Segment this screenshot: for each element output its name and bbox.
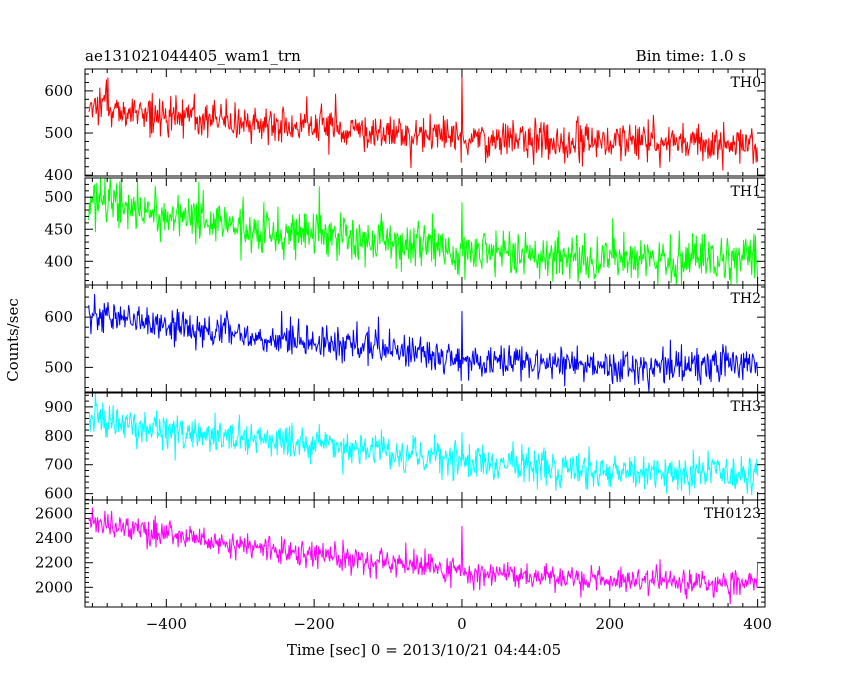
y-tick-label: 900 <box>44 398 73 416</box>
panel-label: TH0 <box>731 75 761 91</box>
series-line-th1 <box>88 178 759 285</box>
panel-th0: 400 500 600 TH0 <box>44 68 766 184</box>
panels-group: 400 500 600 TH0 400 450 500 TH1 500 600 TH2 600 700 8… <box>35 68 772 633</box>
chart-title-left: ae131021044405_wam1_trn <box>85 47 301 65</box>
x-tick-label: 0 <box>457 615 467 633</box>
panel-th1: 400 450 500 TH1 <box>44 177 766 286</box>
y-tick-label: 400 <box>44 166 73 184</box>
y-tick-label: 800 <box>44 427 73 445</box>
y-tick-label: 700 <box>44 456 73 474</box>
x-tick-label: 400 <box>743 615 772 633</box>
series-line-th3 <box>88 393 759 496</box>
panel-label: TH1 <box>731 184 761 200</box>
panel-label: TH2 <box>731 291 761 307</box>
panel-frame <box>84 284 766 393</box>
y-tick-label: 400 <box>44 252 73 270</box>
panel-frame <box>84 68 766 177</box>
panel-label: TH0123 <box>704 506 761 522</box>
series-line-th0 <box>88 76 759 171</box>
y-tick-label: 600 <box>44 82 73 100</box>
panel-th2: 500 600 TH2 <box>44 284 766 393</box>
panel-label: TH3 <box>731 399 761 415</box>
series-line-th0123 <box>88 507 759 605</box>
y-tick-label: 600 <box>44 485 73 503</box>
panel-frame <box>84 499 766 608</box>
y-tick-label: 2600 <box>35 505 73 523</box>
y-tick-label: 500 <box>44 188 73 206</box>
x-tick-label: −200 <box>294 615 335 633</box>
y-tick-label: 2400 <box>35 529 73 547</box>
series-line-th2 <box>88 293 759 392</box>
x-tick-label: −400 <box>146 615 187 633</box>
chart-title-right: Bin time: 1.0 s <box>636 47 746 65</box>
y-tick-label: 600 <box>44 308 73 326</box>
x-tick-label: 200 <box>595 615 624 633</box>
y-tick-label: 2200 <box>35 554 73 572</box>
y-tick-label: 500 <box>44 124 73 142</box>
x-axis-title: Time [sec] 0 = 2013/10/21 04:44:05 <box>287 641 561 659</box>
y-tick-label: 500 <box>44 358 73 376</box>
y-tick-label: 2000 <box>35 578 73 596</box>
y-tick-label: 450 <box>44 220 73 238</box>
panel-th0123: 2000 2200 2400 2600 TH0123 −400 −200 0 200 400 <box>35 499 772 633</box>
panel-th3: 600 700 800 900 TH3 <box>44 392 766 503</box>
y-axis-title: Counts/sec <box>4 298 22 382</box>
